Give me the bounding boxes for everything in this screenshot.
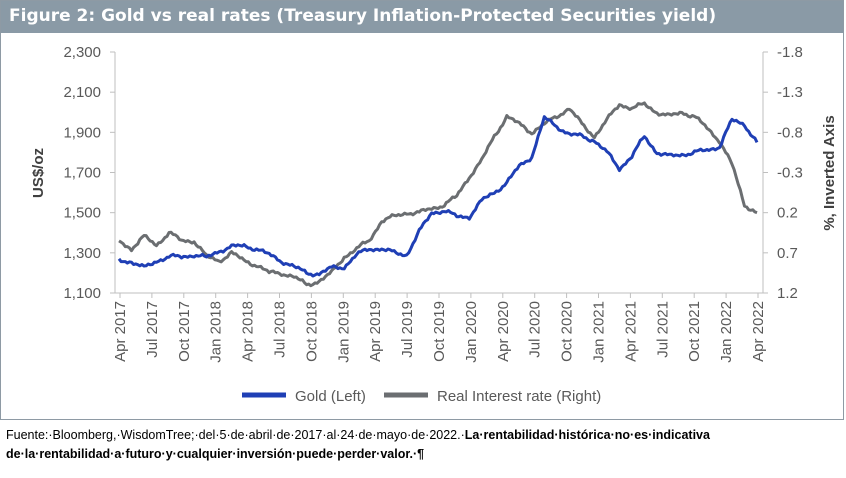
right-axis-tick-label: 0.2	[777, 205, 798, 222]
x-axis-tick-label: Jul 2018	[272, 301, 289, 358]
x-axis-tick-label: Jan 2018	[208, 301, 225, 363]
x-axis-tick-label: Apr 2021	[622, 301, 639, 362]
left-axis-tick-label: 2,100	[63, 84, 101, 101]
left-axis-tick-label: 2,300	[63, 44, 101, 61]
footnote-source: Fuente:·Bloomberg,·WisdomTree;·del·5·de·…	[6, 428, 465, 442]
gold-vs-real-rates-chart: 1,100 1,300 1,500 1,700 1,900 2,100 2,300 1.2 0.…	[30, 44, 838, 405]
source-footnote: Fuente:·Bloomberg,·WisdomTree;·del·5·de·…	[6, 426, 846, 464]
x-axis-tick-label: Oct 2018	[303, 301, 320, 362]
x-axis-tick-label: Oct 2020	[559, 301, 576, 362]
x-axis-tick-label: Jan 2019	[335, 301, 352, 363]
x-axis-tick-label: Jan 2021	[591, 301, 608, 363]
right-axis-tick-label: -1.8	[777, 44, 803, 61]
legend: Gold (Left) Real Interest rate (Right)	[242, 388, 601, 405]
series-layer	[117, 101, 759, 288]
figure-frame: Figure 2: Gold vs real rates (Treasury I…	[0, 0, 844, 420]
axes-layer: 1,100 1,300 1,500 1,700 1,900 2,100 2,300 1.2 0.…	[63, 44, 802, 363]
footnote-line-1: Fuente:·Bloomberg,·WisdomTree;·del·5·de·…	[6, 426, 846, 445]
left-axis-tick-label: 1,700	[63, 165, 101, 182]
x-axis-tick-label: Apr 2022	[750, 301, 767, 362]
x-axis-tick-label: Apr 2019	[367, 301, 384, 362]
left-axis-tick-label: 1,300	[63, 245, 101, 262]
x-axis-tick-label: Jan 2020	[463, 301, 480, 363]
right-axis-tick-label: -1.3	[777, 84, 803, 101]
x-axis-tick-label: Apr 2020	[495, 301, 512, 362]
right-axis-tick-label: 0.7	[777, 245, 798, 262]
legend-label-gold: Gold (Left)	[295, 388, 366, 405]
figure-title: Figure 2: Gold vs real rates (Treasury I…	[1, 1, 843, 33]
left-axis-tick-label: 1,900	[63, 124, 101, 141]
x-axis-tick-label: Oct 2019	[431, 301, 448, 362]
x-axis-tick-label: Apr 2017	[112, 301, 129, 362]
right-axis-tick-label: -0.3	[777, 165, 803, 182]
left-axis-title: US$/oz	[30, 148, 47, 198]
footnote-disclaimer-part-1: La·rentabilidad·histórica·no·es·indicati…	[464, 428, 710, 442]
left-axis-tick-label: 1,500	[63, 205, 101, 222]
x-axis-tick-label: Jul 2020	[527, 301, 544, 358]
x-axis-tick-label: Oct 2017	[176, 301, 193, 362]
x-axis-tick-label: Oct 2021	[686, 301, 703, 362]
series-line-real-interest-rate	[118, 101, 758, 288]
right-axis-title: %, Inverted Axis	[821, 115, 838, 230]
left-axis-tick-label: 1,100	[63, 285, 101, 302]
x-axis-tick-label: Jan 2022	[718, 301, 735, 363]
series-line-gold	[117, 115, 759, 278]
footnote-disclaimer-part-2: de·la·rentabilidad·a·futuro·y·cualquier·…	[6, 447, 425, 461]
right-axis-tick-label: 1.2	[777, 285, 798, 302]
footnote-line-2: de·la·rentabilidad·a·futuro·y·cualquier·…	[6, 445, 846, 464]
right-axis-tick-label: -0.8	[777, 124, 803, 141]
x-axis-tick-label: Apr 2018	[240, 301, 257, 362]
x-axis-tick-label: Jul 2019	[399, 301, 416, 358]
x-axis-tick-label: Jul 2021	[654, 301, 671, 358]
x-axis-tick-label: Jul 2017	[144, 301, 161, 358]
legend-label-real-rate: Real Interest rate (Right)	[437, 388, 601, 405]
